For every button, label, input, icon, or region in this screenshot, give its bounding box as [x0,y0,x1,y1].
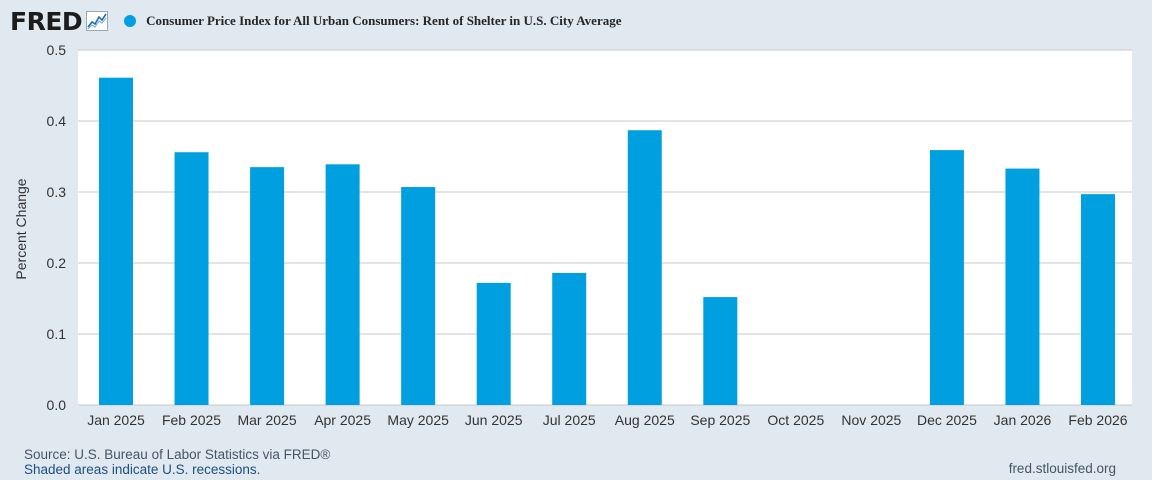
fred-graph-icon [86,11,109,31]
bar[interactable] [703,297,738,405]
x-tick-label: Jul 2025 [543,412,596,428]
y-axis-label: Percent Change [13,178,29,279]
x-tick-label: Dec 2025 [917,412,977,428]
fred-logo[interactable]: FRED [10,6,83,36]
x-tick-label: Feb 2026 [1068,412,1127,428]
y-tick-label: 0.3 [47,184,67,200]
fred-url[interactable]: fred.stlouisfed.org [1008,461,1116,476]
recession-note[interactable]: Shaded areas indicate U.S. recessions. [24,462,261,477]
x-axis-ticks: Jan 2025 Feb 2025 Mar 2025 Apr 2025 May 2025… [87,412,1128,428]
series-legend-marker [124,15,137,27]
y-tick-label: 0.1 [47,326,67,342]
chart-header: FRED Consumer Price Index for All Urban … [10,6,621,36]
bar[interactable] [1005,168,1040,405]
x-tick-label: Oct 2025 [767,412,824,428]
y-tick-label: 0.5 [47,42,67,58]
bar[interactable] [401,187,436,405]
bar[interactable] [325,164,360,405]
bar[interactable] [552,272,587,405]
x-tick-label: Jan 2025 [87,412,145,428]
y-tick-label: 0.2 [47,255,67,271]
x-tick-label: Sep 2025 [690,412,750,428]
x-tick-label: Jun 2025 [465,412,523,428]
bar[interactable] [99,77,133,405]
x-tick-label: Apr 2025 [314,412,371,428]
series-title: Consumer Price Index for All Urban Consu… [146,13,622,28]
bar[interactable] [627,130,662,406]
x-tick-label: Aug 2025 [615,412,675,428]
x-tick-label: Feb 2025 [162,412,221,428]
bar[interactable] [929,150,964,405]
y-tick-label: 0.4 [47,113,67,129]
bar[interactable] [250,167,285,405]
bar[interactable] [1081,194,1115,405]
bar-chart: 0.0 0.1 0.2 0.3 0.4 0.5 Jan 2025 Feb 2025 Mar 2… [13,42,1132,428]
x-tick-label: Jan 2026 [994,412,1052,428]
bar[interactable] [476,282,511,405]
y-tick-label: 0.0 [47,397,67,413]
bars [99,77,1115,406]
source-note: Source: U.S. Bureau of Labor Statistics … [24,447,331,462]
x-tick-label: May 2025 [387,412,449,428]
x-tick-label: Mar 2025 [237,412,296,428]
plot-area [78,50,1132,405]
y-axis-ticks: 0.0 0.1 0.2 0.3 0.4 0.5 [47,42,67,413]
bar[interactable] [174,152,209,405]
x-tick-label: Nov 2025 [841,412,901,428]
